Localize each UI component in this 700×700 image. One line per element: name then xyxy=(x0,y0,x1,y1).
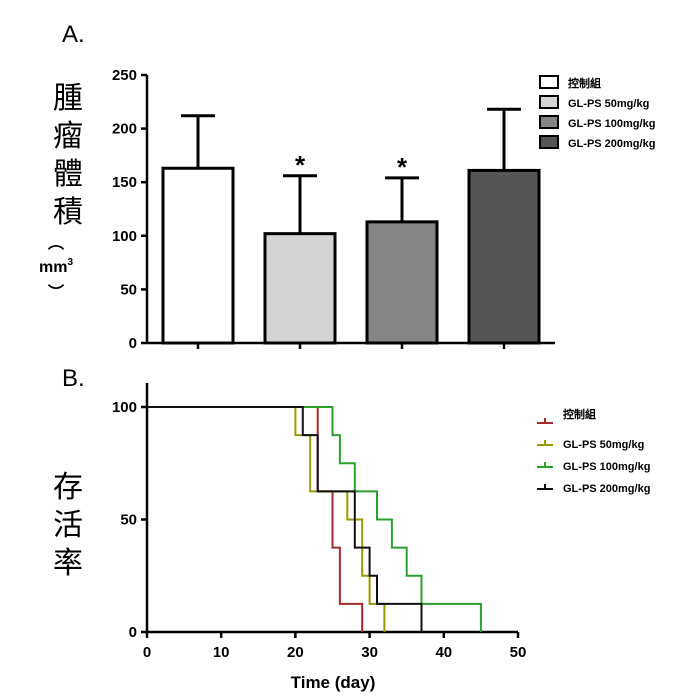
panel-a-ylabel-char: 瘤 xyxy=(53,119,83,154)
bar xyxy=(263,232,337,345)
panel-b-ylabel-char: 存 xyxy=(53,470,83,505)
survival-line xyxy=(147,406,386,632)
legend-label: GL-PS 200mg/kg xyxy=(563,483,650,495)
legend-label: GL-PS 50mg/kg xyxy=(563,439,644,451)
bar xyxy=(467,168,541,345)
panel-a-ylabel-paren-open: ︵ xyxy=(48,235,64,252)
legend-label: GL-PS 50mg/kg xyxy=(568,98,649,110)
panel-a-y-tick-label: 100 xyxy=(112,228,137,245)
panel-b-ylabel: 存活率 xyxy=(53,470,83,581)
panel-b-axes: 0 50 100 0 10 20 30 40 50 xyxy=(112,383,526,661)
panel-b-x-tick-label: 50 xyxy=(510,644,527,661)
legend-label: 控制組 xyxy=(563,407,596,421)
significance-star: * xyxy=(295,150,306,180)
panel-a-legend: 控制組 GL-PS 50mg/kg GL-PS 100mg/kg GL-PS 200m… xyxy=(539,75,655,150)
panel-a-ylabel-char: 體 xyxy=(53,157,83,192)
legend-swatch xyxy=(539,95,559,109)
survival-line xyxy=(147,406,423,632)
panel-b-xlabel: Time (day) xyxy=(291,673,376,692)
panel-b-ylabel-char: 活 xyxy=(53,508,83,543)
legend-swatch xyxy=(539,115,559,129)
bar xyxy=(365,220,439,345)
panel-b-label: B. xyxy=(62,365,85,392)
panel-b-y-tick-label: 0 xyxy=(129,624,137,641)
panel-a-ylabel-paren-close: ︶ xyxy=(48,283,64,302)
legend-swatch xyxy=(539,75,559,89)
panel-a-bars: * * xyxy=(161,107,541,345)
panel-b-x-tick-label: 0 xyxy=(143,644,151,661)
survival-line xyxy=(147,406,482,632)
panel-b-ylabel-char: 率 xyxy=(53,546,83,581)
survival-line xyxy=(147,406,364,632)
panel-a-y-tick-label: 0 xyxy=(129,335,137,352)
panel-a-y-tick-label: 200 xyxy=(112,121,137,138)
panel-b-lines xyxy=(147,406,482,632)
legend-label: 控制組 xyxy=(568,76,601,90)
panel-b-legend: 控制組 GL-PS 50mg/kg GL-PS 100mg/kg GL-PS 200m… xyxy=(537,407,650,495)
panel-a-ylabel-char: 積 xyxy=(53,195,83,230)
legend-label: GL-PS 100mg/kg xyxy=(563,461,650,473)
panel-b-x-tick-label: 10 xyxy=(213,644,230,661)
legend-label: GL-PS 200mg/kg xyxy=(568,138,655,150)
legend-swatch xyxy=(539,135,559,149)
panel-b-y-tick-label: 100 xyxy=(112,399,137,416)
significance-star: * xyxy=(397,152,408,182)
panel-a-ylabel-unit: mm3 xyxy=(39,257,73,276)
panel-a-y-tick-label: 50 xyxy=(120,281,137,298)
panel-b-x-tick-label: 30 xyxy=(361,644,378,661)
panel-a-ylabel-char: 腫 xyxy=(53,81,83,116)
panel-a-y-tick-label: 150 xyxy=(112,174,137,191)
bar xyxy=(161,166,235,345)
panel-a-label: A. xyxy=(62,21,85,48)
panel-b-x-tick-label: 40 xyxy=(435,644,452,661)
panel-b: B. 存活率 Time (day) 0 50 100 0 10 20 30 40 50 控制組 G… xyxy=(53,365,650,692)
panel-a-y-tick-label: 250 xyxy=(112,67,137,84)
panel-b-y-tick-label: 50 xyxy=(120,512,137,529)
legend-label: GL-PS 100mg/kg xyxy=(568,118,655,130)
panel-b-x-tick-label: 20 xyxy=(287,644,304,661)
